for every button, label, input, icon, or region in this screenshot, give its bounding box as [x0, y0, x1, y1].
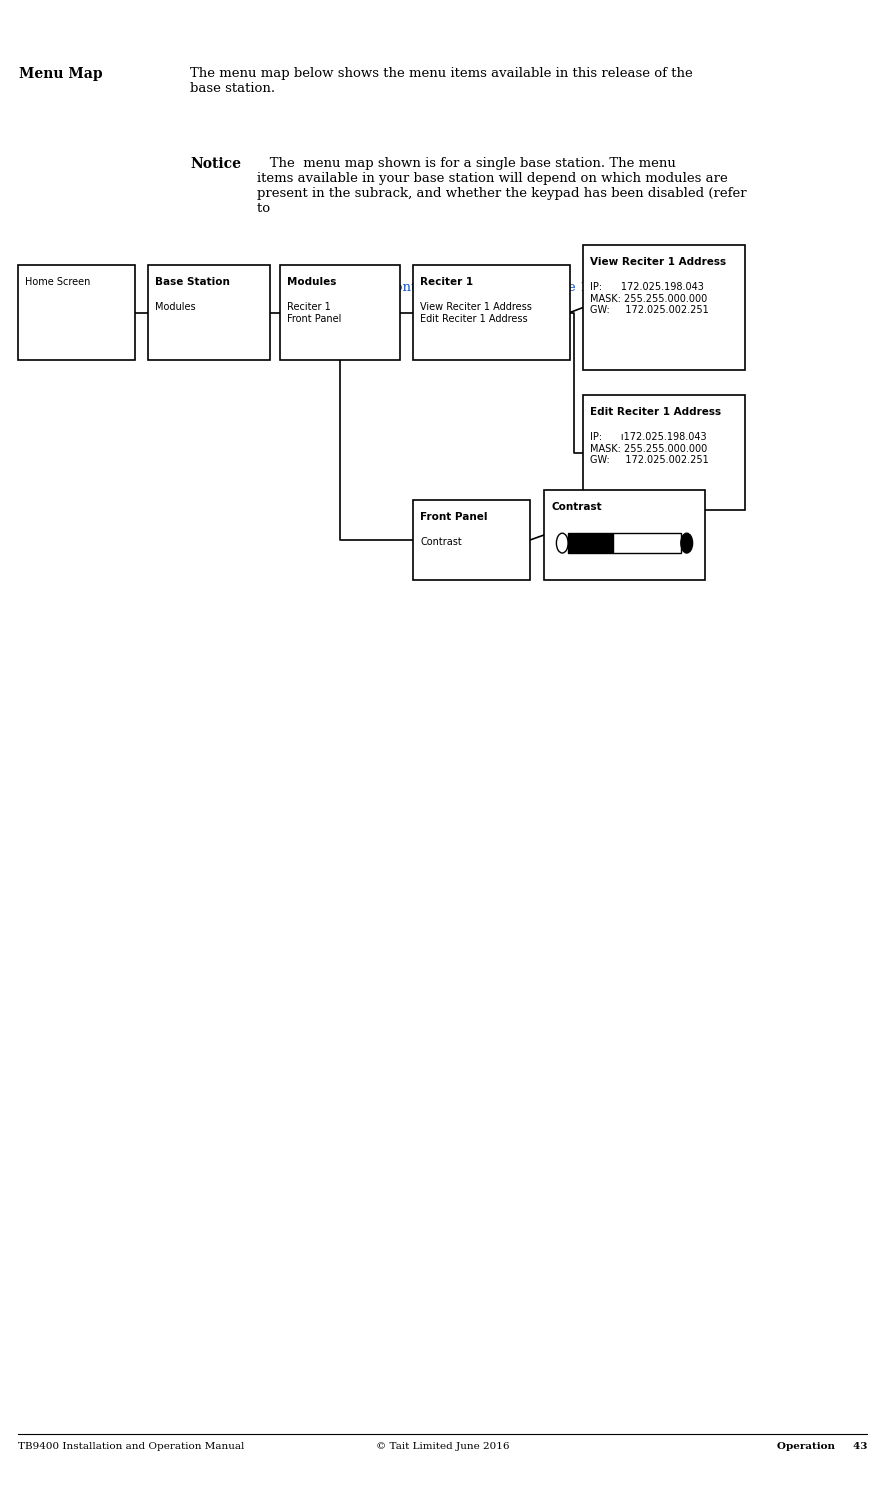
Text: Operation     43: Operation 43: [777, 1442, 867, 1451]
Text: Contrast: Contrast: [420, 537, 462, 547]
Text: Home Screen: Home Screen: [25, 277, 90, 286]
Bar: [583, 245, 745, 370]
Bar: [280, 265, 400, 359]
Bar: [544, 491, 705, 580]
Text: Notice: Notice: [190, 157, 242, 170]
Text: Reciter 1
Front Panel: Reciter 1 Front Panel: [287, 303, 342, 324]
Bar: [413, 499, 530, 580]
Circle shape: [557, 534, 568, 553]
Text: “Disabling the Front Panel Keypad” on page 100: “Disabling the Front Panel Keypad” on pa…: [279, 280, 604, 294]
Text: Modules: Modules: [287, 277, 336, 286]
Text: TB9400 Installation and Operation Manual: TB9400 Installation and Operation Manual: [18, 1442, 244, 1451]
Bar: [613, 534, 681, 553]
Text: Edit Reciter 1 Address: Edit Reciter 1 Address: [590, 407, 721, 417]
Circle shape: [681, 534, 693, 553]
Text: Base Station: Base Station: [155, 277, 230, 286]
Text: Menu Map: Menu Map: [19, 67, 103, 81]
Text: Contrast: Contrast: [551, 502, 602, 511]
Text: IP:      ı172.025.198.043
MASK: 255.255.000.000
GW:     172.025.002.251: IP: ı172.025.198.043 MASK: 255.255.000.0…: [590, 432, 709, 465]
Text: ).: ).: [555, 280, 565, 294]
Bar: [148, 265, 270, 359]
Bar: [568, 534, 613, 553]
Text: Reciter 1: Reciter 1: [420, 277, 473, 286]
Text: View Reciter 1 Address: View Reciter 1 Address: [590, 256, 727, 267]
Bar: [583, 395, 745, 510]
Text: Modules: Modules: [155, 303, 196, 312]
Text: View Reciter 1 Address
Edit Reciter 1 Address: View Reciter 1 Address Edit Reciter 1 Ad…: [420, 303, 532, 324]
Bar: [413, 265, 570, 359]
Text: IP:      172.025.198.043
MASK: 255.255.000.000
GW:     172.025.002.251: IP: 172.025.198.043 MASK: 255.255.000.00…: [590, 282, 709, 316]
Text: The  menu map shown is for a single base station. The menu
items available in yo: The menu map shown is for a single base …: [257, 157, 746, 215]
Text: © Tait Limited June 2016: © Tait Limited June 2016: [376, 1442, 509, 1451]
Text: The menu map below shows the menu items available in this release of the
base st: The menu map below shows the menu items …: [190, 67, 693, 95]
Bar: [18, 265, 135, 359]
Text: Front Panel: Front Panel: [420, 511, 488, 522]
